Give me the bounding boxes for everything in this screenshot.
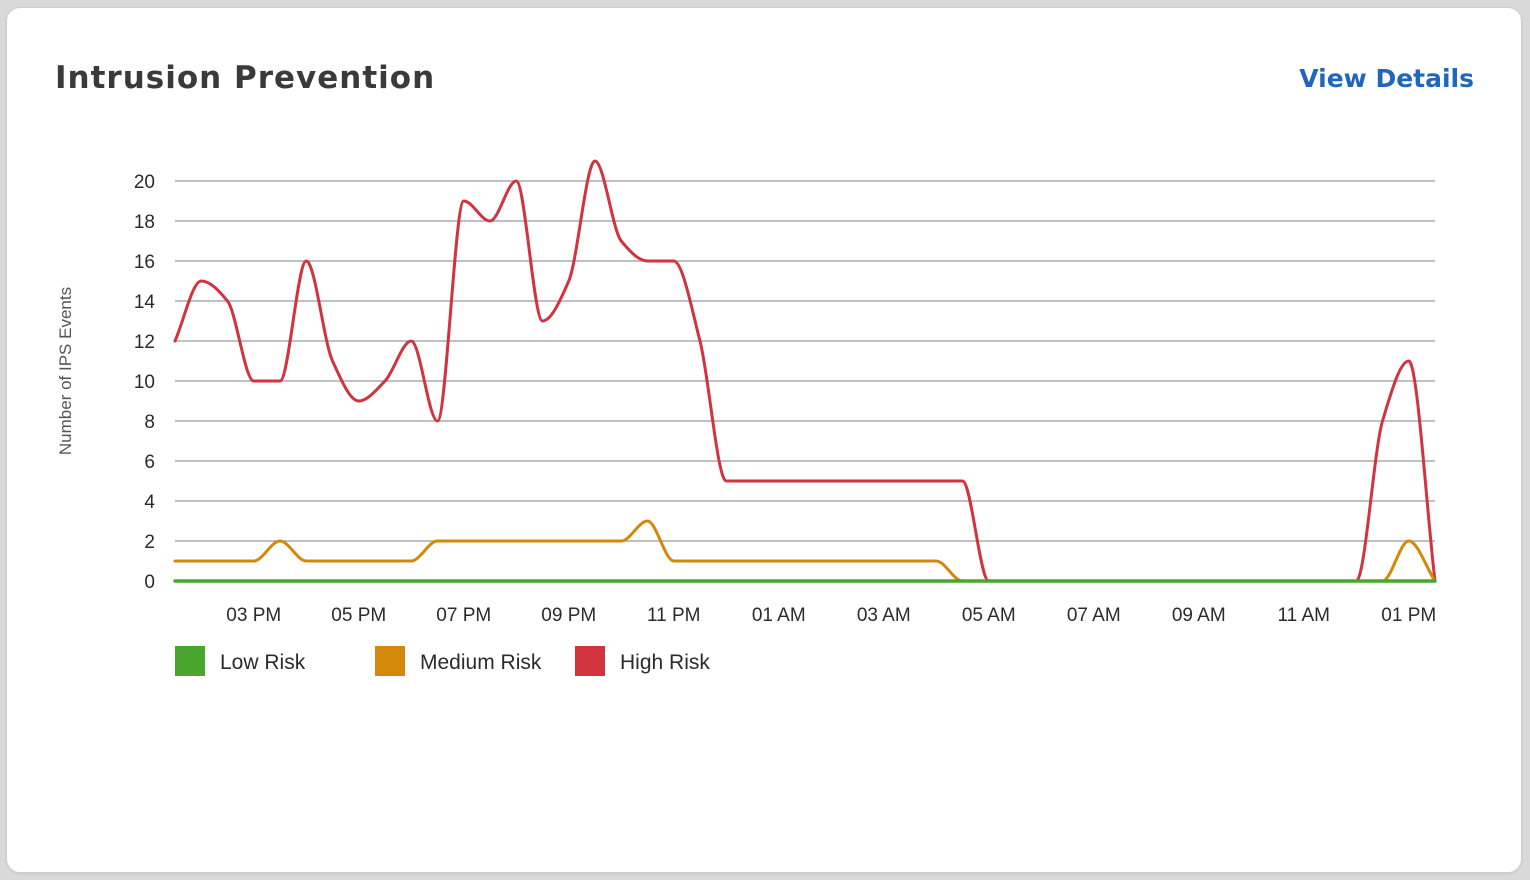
legend-label: Low Risk [220,651,306,674]
legend-label: Medium Risk [420,651,542,674]
legend-label: High Risk [620,651,710,674]
legend-item-low-risk[interactable]: Low Risk [175,646,306,676]
legend-swatch [375,646,405,676]
y-tick-label: 4 [144,492,155,513]
x-tick-label: 09 AM [1172,605,1226,626]
y-tick-label: 18 [134,212,155,233]
series-layer [173,159,1437,583]
legend-swatch [175,646,205,676]
x-axis: 03 PM 05 PM 07 PM 09 PM 11 PM 01 AM 03 AM 05 AM… [226,605,1436,626]
x-tick-label: 05 PM [331,605,386,626]
card-title: Intrusion Prevention [55,60,436,96]
legend-item-medium-risk[interactable]: Medium Risk [375,646,542,676]
x-tick-label: 07 PM [436,605,491,626]
legend: Low Risk Medium Risk High Risk [175,646,710,676]
intrusion-prevention-card: Intrusion Prevention View Details [6,7,1522,873]
y-tick-label: 10 [134,372,155,393]
x-tick-label: 07 AM [1067,605,1121,626]
series-line-medium-risk[interactable] [173,519,1437,583]
y-tick-label: 20 [134,172,155,193]
y-tick-label: 12 [134,332,155,353]
y-tick-label: 2 [144,532,155,553]
x-tick-label: 05 AM [962,605,1016,626]
x-tick-label: 01 AM [752,605,806,626]
y-axis: 0 2 4 6 8 10 12 14 16 18 20 [134,172,156,593]
x-tick-label: 03 AM [857,605,911,626]
legend-item-high-risk[interactable]: High Risk [575,646,710,676]
grid-layer [175,180,1435,582]
y-tick-label: 6 [144,452,155,473]
y-tick-label: 0 [144,572,155,593]
x-tick-label: 01 PM [1381,605,1436,626]
view-details-link[interactable]: View Details [1299,64,1474,93]
x-tick-label: 03 PM [226,605,281,626]
legend-swatch [575,646,605,676]
y-tick-label: 14 [134,292,156,313]
y-axis-label: Number of IPS Events [56,287,75,455]
x-tick-label: 11 AM [1278,605,1330,626]
series-line-high-risk[interactable] [173,159,1437,583]
x-tick-label: 09 PM [541,605,596,626]
x-tick-label: 11 PM [647,605,701,626]
y-tick-label: 8 [144,412,155,433]
y-tick-label: 16 [134,252,155,273]
